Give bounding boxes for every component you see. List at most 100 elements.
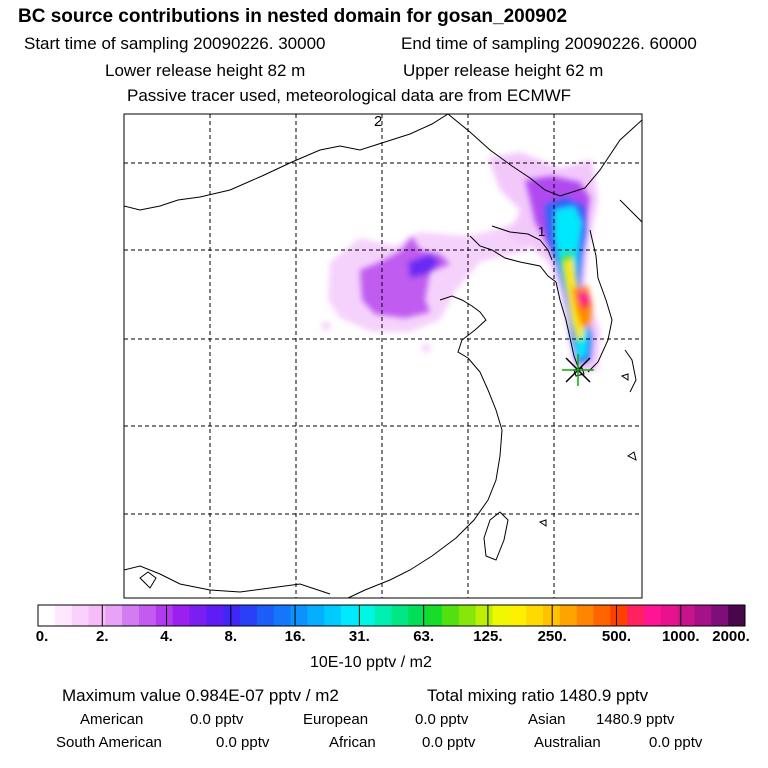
european-value: 0.0 pptv — [415, 711, 469, 728]
coast-shandong — [439, 295, 487, 359]
lower-height: Lower release height 82 m — [105, 61, 306, 80]
colorbar-swatch — [475, 605, 493, 626]
colorbar-unit: 10E-10 pptv / m2 — [310, 654, 432, 671]
african-label: African — [329, 734, 376, 751]
max-value: Maximum value 0.984E-07 pptv / m2 — [62, 686, 339, 705]
grid-lines — [124, 114, 642, 598]
colorbar-tick-label: 4. — [160, 628, 173, 645]
colorbar-tick-label: 2. — [96, 628, 109, 645]
border-korea-north — [491, 225, 553, 261]
colorbar-swatch — [122, 605, 140, 626]
colorbar-swatch — [324, 605, 342, 626]
colorbar-swatch — [627, 605, 645, 626]
african-value: 0.0 pptv — [422, 734, 476, 751]
plume-layer — [322, 152, 600, 376]
australian-value: 0.0 pptv — [649, 734, 703, 751]
colorbar-swatch — [341, 605, 359, 626]
colorbar-swatch — [576, 605, 594, 626]
colorbar-swatch — [677, 605, 695, 626]
colorbar-swatch — [189, 605, 207, 626]
colorbar-tick-label: 8. — [224, 628, 238, 645]
colorbar-swatch — [206, 605, 224, 626]
plume-dot-1 — [322, 322, 330, 330]
colorbar-swatch — [711, 605, 729, 626]
colorbar-swatch — [526, 605, 544, 626]
american-label: American — [80, 711, 144, 728]
colorbar-tick-label: 31. — [348, 628, 370, 645]
colorbar-swatch — [442, 605, 460, 626]
colorbar-swatch — [71, 605, 89, 626]
coast-hainan — [139, 571, 157, 589]
island-ryukyu-3 — [538, 519, 547, 527]
colorbar — [37, 604, 746, 627]
colorbar-swatch — [391, 605, 409, 626]
plume-west-blue — [408, 254, 440, 278]
colorbar-swatch — [139, 605, 157, 626]
island-ryukyu-2 — [627, 451, 637, 461]
colorbar-swatch — [559, 605, 578, 626]
colorbar-swatch — [357, 605, 376, 626]
american-value: 0.0 pptv — [190, 711, 244, 728]
colorbar-tick-label: 16. — [284, 628, 306, 645]
colorbar-swatch — [172, 605, 190, 626]
colorbar-tick-label: 125. — [473, 628, 503, 645]
colorbar-tick-label: 250. — [537, 628, 567, 645]
colorbar-tick-label: 2000. — [712, 628, 750, 645]
colorbar-swatch — [458, 605, 477, 626]
colorbar-swatch — [290, 605, 308, 626]
coast-taiwan — [483, 511, 509, 561]
upper-height: Upper release height 62 m — [403, 61, 604, 80]
south-american-label: South American — [56, 734, 162, 751]
grid-label-mid: 1 — [538, 224, 545, 239]
colorbar-swatch — [644, 605, 662, 626]
plume-magenta-max — [578, 292, 588, 304]
receptor-marker — [562, 354, 594, 386]
colorbar-swatch — [273, 605, 291, 626]
colorbar-swatch — [223, 605, 241, 626]
coast-japan-kyushu — [624, 349, 637, 393]
colorbar-swatch — [593, 605, 611, 626]
coast-korea-west — [555, 281, 581, 373]
end-time: End time of sampling 20090226. 60000 — [401, 34, 697, 53]
colorbar-swatch — [155, 605, 174, 626]
colorbar-swatch — [54, 605, 73, 626]
start-time: Start time of sampling 20090226. 30000 — [24, 34, 326, 53]
grid-label-top: 2 — [374, 113, 382, 130]
colorbar-swatch — [408, 605, 426, 626]
european-label: European — [303, 711, 369, 728]
colorbar-swatch — [660, 605, 679, 626]
colorbar-swatch — [543, 605, 561, 626]
asian-label: Asian — [528, 711, 566, 728]
plume-dot-2 — [422, 344, 430, 352]
coast-east-china — [347, 357, 503, 598]
coastline-layer — [124, 114, 642, 598]
colorbar-swatch — [492, 605, 510, 626]
coast-korea-east — [587, 229, 613, 373]
colorbar-swatch — [728, 605, 746, 626]
colorbar-tick-label: 500. — [601, 628, 632, 645]
colorbar-tick-label: 0. — [35, 628, 49, 645]
asian-value: 1480.9 pptv — [596, 711, 675, 728]
tracer-note: Passive tracer used, meteorological data… — [127, 86, 572, 105]
chart-title: BC source contributions in nested domain… — [18, 6, 568, 27]
colorbar-frame — [37, 604, 746, 627]
colorbar-swatch — [256, 605, 275, 626]
colorbar-swatch — [307, 605, 325, 626]
australian-label: Australian — [534, 734, 601, 751]
colorbar-swatch — [88, 605, 106, 626]
island-ryukyu-1 — [620, 373, 629, 381]
colorbar-tick-label: 63. — [413, 628, 435, 645]
border-mongolia — [124, 114, 449, 211]
south-american-value: 0.0 pptv — [216, 734, 270, 751]
colorbar-swatch — [610, 605, 628, 626]
coast-bohai — [469, 235, 557, 283]
colorbar-swatch — [694, 605, 712, 626]
colorbar-swatch — [240, 605, 258, 626]
colorbar-swatch — [509, 605, 527, 626]
colorbar-swatch — [105, 605, 123, 626]
total-mixing: Total mixing ratio 1480.9 pptv — [427, 686, 649, 705]
colorbar-swatch — [425, 605, 443, 626]
colorbar-swatch — [38, 605, 56, 626]
map-frame — [123, 113, 643, 599]
